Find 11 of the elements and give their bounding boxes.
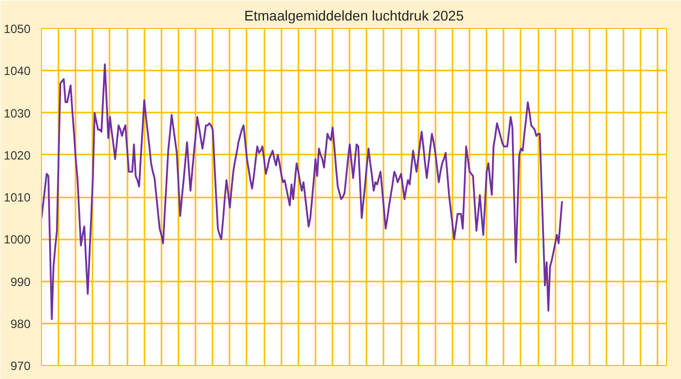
y-tick-label: 990	[10, 274, 31, 289]
y-tick-label: 1040	[4, 64, 31, 78]
y-tick-label: 1000	[4, 232, 31, 247]
y-tick-label: 970	[10, 359, 31, 373]
line-series	[42, 63, 563, 320]
y-tick-label: 1050	[4, 22, 31, 36]
y-tick-label: 1010	[4, 190, 31, 204]
chart-title: Etmaalgemiddelden luchtdruk 2025	[244, 8, 464, 24]
y-tick-label: 1030	[4, 106, 31, 120]
y-tick-label: 1020	[4, 148, 31, 162]
y-tick-label: 980	[10, 316, 31, 331]
